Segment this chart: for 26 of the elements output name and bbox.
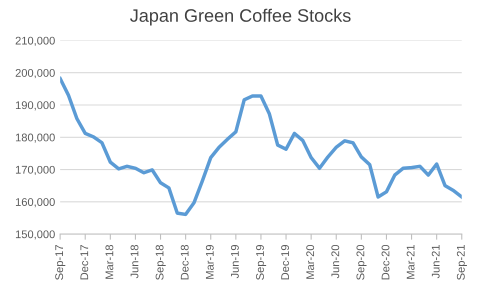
x-tick-label: Dec-17: [80, 245, 88, 280]
x-tick-label: Sep-20: [356, 244, 367, 280]
x-tick-label: Jun-21: [432, 245, 440, 278]
line-series: [60, 76, 462, 216]
x-tick-label: Sep-17: [55, 245, 66, 280]
y-tick-label: 160,000: [16, 198, 55, 208]
y-tick-label: 150,000: [16, 230, 55, 240]
x-tick-label: Jun-18: [130, 244, 138, 278]
x-tick-label: Sep-18: [156, 244, 166, 280]
x-tick-label: Mar-18: [105, 244, 114, 279]
x-tick-label: Sep-21: [456, 245, 467, 280]
x-tick-label: Jun-20: [331, 244, 340, 278]
x-tick-label: Mar-19: [206, 245, 214, 279]
y-tick-label: 190,000: [16, 101, 55, 110]
y-tick-label: 210,000: [16, 36, 55, 46]
x-tick-label: Dec-20: [382, 244, 390, 280]
x-tick-label: Sep-19: [256, 245, 266, 280]
y-tick-label: 170,000: [16, 166, 55, 175]
x-tick-label: Dec-18: [180, 244, 189, 280]
y-tick-label: 200,000: [16, 69, 55, 78]
x-tick-label: Mar-20: [306, 244, 314, 279]
x-tick-label: Mar-21: [406, 245, 415, 279]
x-tick-label: Dec-19: [281, 245, 290, 280]
x-tick-label: Jun-19: [230, 245, 239, 278]
y-tick-label: 180,000: [16, 134, 55, 143]
chart-title: Japan Green Coffee Stocks: [130, 8, 351, 26]
